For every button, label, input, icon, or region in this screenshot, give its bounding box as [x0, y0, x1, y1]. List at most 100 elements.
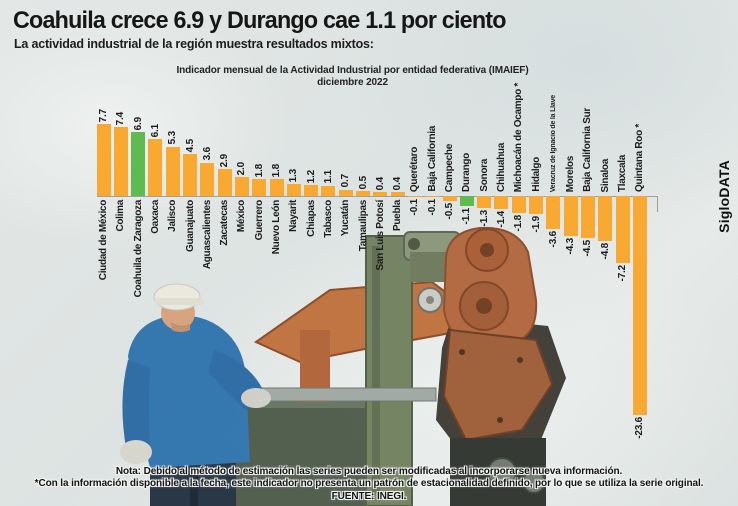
note-line1: Nota: Debido al método de estimación las… [115, 465, 623, 477]
value-label: 7.4 [115, 111, 127, 126]
category-label-wrap: Baja California Sur [581, 108, 595, 192]
value-label: 5.3 [167, 131, 179, 145]
value-label-wrap: 4.5 [183, 139, 197, 152]
category-label-wrap: Aguascalientes [200, 200, 214, 269]
category-label-wrap: Tabasco [321, 200, 335, 238]
value-label: -4.3 [565, 237, 577, 255]
category-label: Baja California [426, 126, 438, 192]
category-label-wrap: Guerrero [252, 200, 266, 240]
category-label: Zacatecas [219, 200, 231, 246]
bar-13 [304, 184, 319, 196]
branding-text: SigloDATA [716, 160, 732, 233]
category-label: Tamaulipas [357, 200, 369, 252]
category-label-wrap: Jalisco [166, 200, 180, 232]
value-label: -23.6 [634, 417, 646, 440]
category-label-wrap: Veracruz de Ignacio de la Llave [546, 95, 560, 192]
category-label-wrap: Puebla [391, 200, 405, 231]
category-label: Chiapas [305, 200, 317, 237]
category-label-wrap: Morelos [564, 156, 578, 192]
bar-9 [234, 177, 249, 196]
bar-17 [373, 192, 388, 196]
value-label: 2.9 [219, 153, 231, 168]
category-label-wrap: Chiapas [304, 200, 318, 237]
category-label: Jalisco [167, 200, 179, 232]
value-label: 2.0 [236, 162, 248, 176]
value-label: 6.9 [132, 116, 144, 130]
category-label: Hidalgo [530, 157, 542, 192]
bar-24 [494, 196, 509, 210]
value-label-wrap: 0.7 [339, 174, 353, 187]
category-label-wrap: Hidalgo [529, 157, 543, 192]
value-label-wrap: -4.5 [581, 240, 595, 256]
value-label-wrap: -4.3 [564, 238, 578, 254]
category-label: Baja California Sur [582, 108, 594, 192]
category-label: Oaxaca [149, 200, 161, 234]
category-label: Sonora [478, 159, 490, 192]
bar-19 [407, 196, 422, 197]
branding-label: SigloDATA [716, 160, 732, 270]
value-label-wrap: -1.9 [529, 216, 543, 232]
value-label-wrap: -0.1 [408, 199, 422, 215]
category-label-wrap: Michoacán de Ocampo * [512, 83, 526, 192]
value-label-wrap: 1.8 [252, 164, 266, 177]
value-label: 1.8 [271, 163, 282, 178]
bar-21 [442, 196, 457, 201]
category-label: Campeche [444, 143, 455, 192]
value-label: 1.8 [253, 163, 265, 178]
value-label-wrap: -0.1 [425, 199, 439, 215]
value-label: -4.5 [582, 239, 594, 257]
value-label: -1.4 [495, 211, 507, 228]
value-label-wrap: 1.1 [321, 170, 335, 183]
bar-25 [511, 196, 526, 213]
category-label-wrap: Colima [114, 200, 128, 232]
value-label-wrap: 3.6 [200, 147, 214, 160]
category-label: Tabasco [322, 200, 334, 238]
value-label: 6.1 [149, 123, 161, 138]
value-label: -1.8 [513, 214, 525, 232]
category-label: Morelos [565, 155, 577, 192]
category-label-wrap: Chihuahua [494, 143, 508, 192]
bar-32 [632, 196, 647, 416]
bar-28 [563, 196, 578, 236]
value-label: -0.1 [409, 198, 421, 216]
value-label-wrap: 2.0 [235, 162, 249, 175]
value-label-wrap: 0.4 [373, 177, 387, 190]
category-label: Michoacán de Ocampo * [513, 82, 525, 192]
value-label: 1.2 [305, 169, 317, 183]
bar-2 [113, 127, 128, 196]
value-label: -1.9 [530, 215, 542, 233]
value-label: 7.7 [98, 109, 109, 123]
bar-1 [96, 124, 111, 196]
value-label-wrap: -3.6 [546, 231, 560, 247]
category-label-wrap: Nuevo León [270, 200, 284, 254]
category-label: Chihuahua [495, 143, 507, 192]
value-label-wrap: -23.6 [633, 417, 647, 439]
bar-3 [131, 131, 146, 196]
category-label-wrap: Sonora [477, 159, 491, 192]
bar-20 [425, 196, 440, 197]
chart-title-line1: Indicador mensual de la Actividad Indust… [176, 65, 529, 76]
value-label-wrap: 5.3 [166, 131, 180, 144]
bar-10 [252, 179, 267, 196]
headline: Coahuila crece 6.9 y Durango cae 1.1 por… [13, 7, 506, 34]
value-label: 1.3 [288, 168, 300, 182]
value-label: -1.3 [478, 210, 490, 227]
bar-7 [200, 162, 215, 196]
category-label: Colima [115, 200, 127, 232]
category-label: Durango [461, 152, 473, 192]
bar-29 [580, 196, 595, 238]
category-label: Sinaloa [599, 158, 611, 192]
category-label: Ciudad de México [98, 200, 109, 281]
value-label-wrap: 1.3 [287, 169, 301, 182]
bar-4 [148, 139, 163, 196]
bar-6 [183, 154, 197, 196]
value-label: 0.4 [392, 176, 404, 191]
value-label: -3.6 [547, 231, 559, 248]
category-label: Coahuila de Zaragoza [132, 200, 144, 298]
value-label: -0.5 [444, 202, 455, 220]
category-label: Nuevo León [271, 200, 282, 255]
value-label-wrap: 1.2 [304, 170, 318, 183]
category-label: Puebla [392, 200, 404, 231]
subheadline: La actividad industrial de la región mue… [14, 37, 374, 51]
